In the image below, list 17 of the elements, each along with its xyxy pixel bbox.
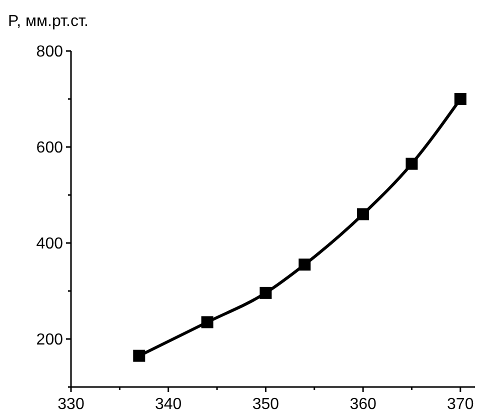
point bbox=[406, 158, 418, 170]
point bbox=[454, 93, 466, 105]
point bbox=[357, 208, 370, 220]
x-tick-label: 340 bbox=[155, 396, 182, 413]
y-tick-label: 400 bbox=[36, 236, 64, 253]
x-tick-label: 360 bbox=[350, 396, 376, 413]
x-tick-label: 350 bbox=[252, 396, 280, 413]
y-tick-label: 600 bbox=[36, 140, 64, 157]
y-axis-title: P, мм.рт.ст. bbox=[8, 13, 88, 30]
y-tick-label: 200 bbox=[36, 332, 64, 349]
point bbox=[260, 286, 272, 299]
point bbox=[201, 316, 214, 328]
x-tick-label: 370 bbox=[447, 396, 474, 413]
y-tick-label: 800 bbox=[36, 44, 64, 61]
point bbox=[298, 258, 311, 271]
x-tick-label: 330 bbox=[58, 396, 84, 413]
point bbox=[133, 350, 146, 362]
